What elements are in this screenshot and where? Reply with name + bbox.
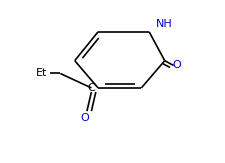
Text: O: O	[173, 60, 181, 70]
Text: C: C	[88, 83, 95, 93]
Text: O: O	[80, 112, 89, 123]
Text: NH: NH	[156, 19, 173, 30]
Text: Et: Et	[36, 68, 47, 79]
